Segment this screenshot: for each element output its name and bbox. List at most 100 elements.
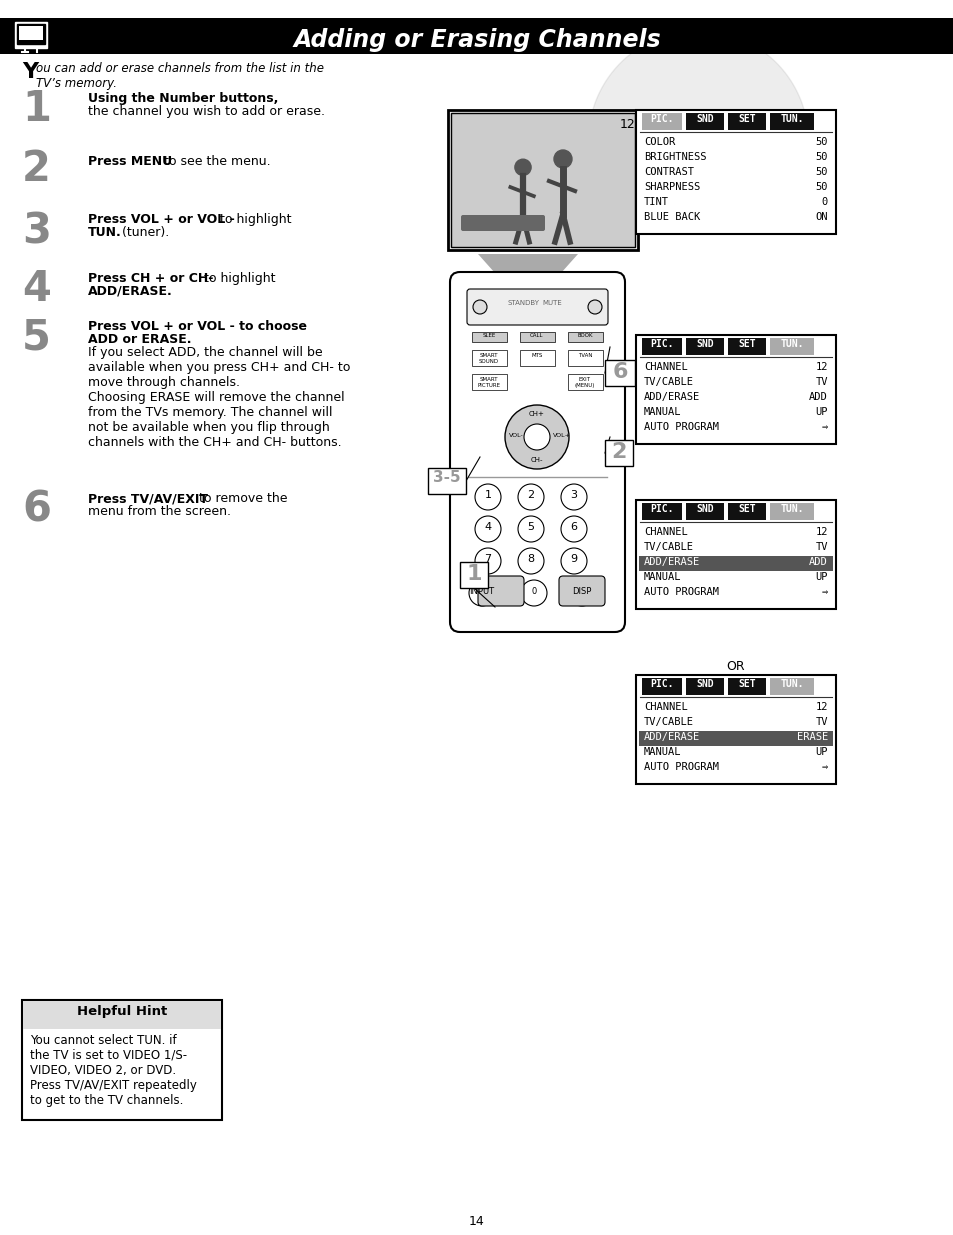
Text: 3: 3 <box>22 210 51 252</box>
Text: 1: 1 <box>22 88 51 130</box>
Text: 12: 12 <box>619 119 635 131</box>
Text: Press VOL + or VOL -: Press VOL + or VOL - <box>88 212 234 226</box>
Circle shape <box>568 580 595 606</box>
Text: ERASE: ERASE <box>796 732 827 742</box>
FancyBboxPatch shape <box>467 289 607 325</box>
Text: 6: 6 <box>612 362 627 382</box>
Text: PIC.: PIC. <box>650 504 673 514</box>
Bar <box>727 503 765 520</box>
Circle shape <box>554 149 572 168</box>
Text: AUTO PROGRAM: AUTO PROGRAM <box>643 422 719 432</box>
Bar <box>451 112 635 247</box>
Text: TUN.: TUN. <box>780 679 803 689</box>
Circle shape <box>475 516 500 542</box>
Text: 2: 2 <box>527 490 534 500</box>
Text: CHANNEL: CHANNEL <box>643 362 687 372</box>
Text: Press MENU: Press MENU <box>88 156 172 168</box>
Polygon shape <box>477 254 578 310</box>
Text: BOOK: BOOK <box>577 333 592 338</box>
Text: CALL: CALL <box>530 333 543 338</box>
Text: SND: SND <box>696 114 713 124</box>
Text: TINT: TINT <box>643 198 668 207</box>
Text: BLUE BACK: BLUE BACK <box>643 212 700 222</box>
Bar <box>639 556 832 571</box>
Text: Y: Y <box>22 62 38 82</box>
Bar <box>685 678 723 695</box>
Text: PIC.: PIC. <box>650 679 673 689</box>
Text: SND: SND <box>696 679 713 689</box>
Text: 3-5: 3-5 <box>433 471 460 485</box>
Bar <box>472 332 506 342</box>
Text: TV/CABLE: TV/CABLE <box>643 542 693 552</box>
Bar <box>769 503 813 520</box>
Text: ADD: ADD <box>808 391 827 403</box>
Text: ADD/ERASE: ADD/ERASE <box>643 732 700 742</box>
Text: 1: 1 <box>466 564 481 584</box>
Text: to highlight: to highlight <box>200 272 275 285</box>
Text: SND: SND <box>696 504 713 514</box>
Text: menu from the screen.: menu from the screen. <box>88 505 231 517</box>
Text: STANDBY: STANDBY <box>507 300 539 306</box>
Bar <box>636 110 835 233</box>
Text: 50: 50 <box>815 152 827 162</box>
Circle shape <box>475 484 500 510</box>
Text: TV: TV <box>815 718 827 727</box>
Text: 0: 0 <box>531 587 536 597</box>
Text: SMART
SOUND: SMART SOUND <box>478 353 498 364</box>
Text: 9: 9 <box>570 555 577 564</box>
Text: TV: TV <box>815 377 827 387</box>
Circle shape <box>560 516 586 542</box>
Text: to see the menu.: to see the menu. <box>160 156 271 168</box>
Text: CH+: CH+ <box>529 411 544 417</box>
Text: 12: 12 <box>815 362 827 372</box>
Bar <box>636 500 835 609</box>
Circle shape <box>504 405 568 469</box>
FancyBboxPatch shape <box>477 576 523 606</box>
FancyBboxPatch shape <box>558 576 604 606</box>
FancyBboxPatch shape <box>460 215 544 231</box>
Bar <box>641 112 681 130</box>
Text: the channel you wish to add or erase.: the channel you wish to add or erase. <box>88 105 325 119</box>
Text: Helpful Hint: Helpful Hint <box>77 1005 167 1018</box>
Bar <box>519 332 555 342</box>
Text: CHANNEL: CHANNEL <box>643 527 687 537</box>
Text: 2: 2 <box>611 442 626 462</box>
Text: (tuner).: (tuner). <box>118 226 169 240</box>
Circle shape <box>523 424 550 450</box>
Circle shape <box>515 159 531 175</box>
Bar <box>459 562 488 588</box>
Bar <box>15 22 47 48</box>
Bar <box>448 110 638 249</box>
Text: DISP: DISP <box>572 587 591 597</box>
Text: SLEE: SLEE <box>482 333 496 338</box>
Bar <box>23 1002 221 1029</box>
Bar <box>604 440 633 466</box>
Bar <box>17 23 45 44</box>
Text: Press VOL + or VOL - to choose: Press VOL + or VOL - to choose <box>88 320 307 333</box>
Text: SET: SET <box>738 504 755 514</box>
Text: ADD/ERASE: ADD/ERASE <box>643 391 700 403</box>
Text: ADD: ADD <box>808 557 827 567</box>
Text: 4: 4 <box>22 268 51 310</box>
Text: AUTO PROGRAM: AUTO PROGRAM <box>643 587 719 597</box>
Text: 0: 0 <box>821 198 827 207</box>
Text: 6: 6 <box>22 488 51 530</box>
Bar <box>636 676 835 784</box>
Text: SND: SND <box>696 338 713 350</box>
Text: MANUAL: MANUAL <box>643 747 680 757</box>
Bar <box>685 503 723 520</box>
Text: COLOR: COLOR <box>643 137 675 147</box>
Text: TUN.: TUN. <box>780 504 803 514</box>
Text: 12: 12 <box>815 527 827 537</box>
Text: ADD or ERASE.: ADD or ERASE. <box>88 333 192 346</box>
Bar <box>22 1000 222 1120</box>
Text: SET: SET <box>738 338 755 350</box>
Bar <box>769 678 813 695</box>
Text: PIC.: PIC. <box>650 338 673 350</box>
Text: Using the Number buttons,: Using the Number buttons, <box>88 91 278 105</box>
Text: TV: TV <box>815 542 827 552</box>
Text: INPUT: INPUT <box>469 587 494 597</box>
Bar <box>604 359 635 387</box>
Text: TUN.: TUN. <box>780 338 803 350</box>
Circle shape <box>517 484 543 510</box>
